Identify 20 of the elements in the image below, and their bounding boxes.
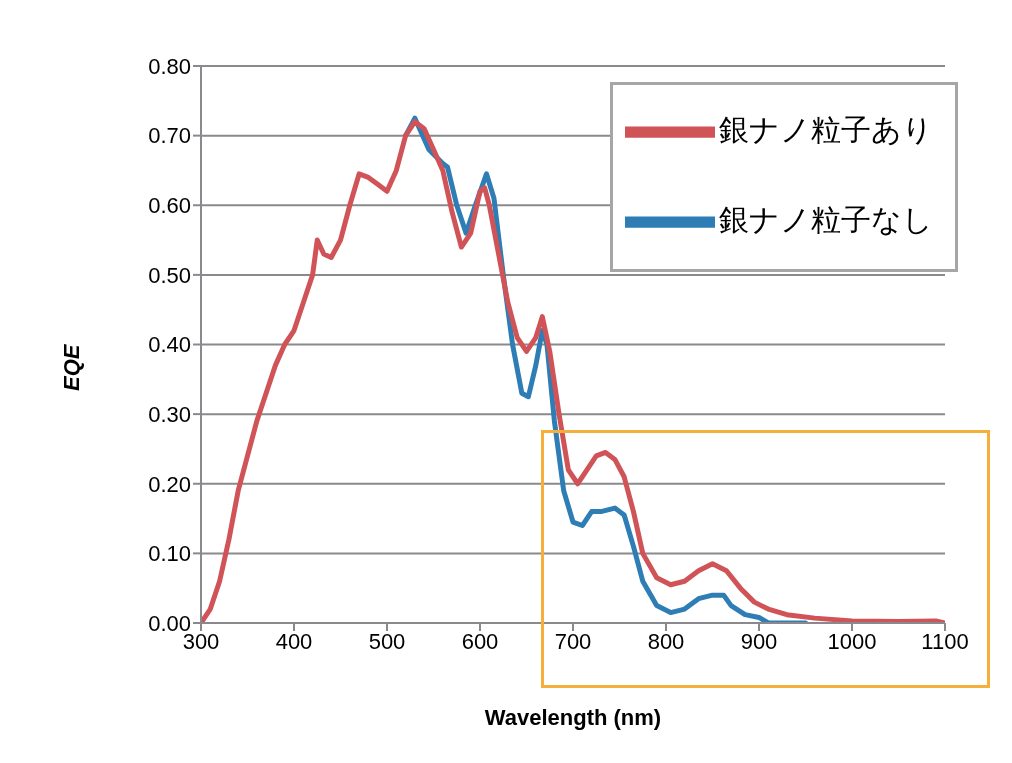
x-tick-label: 900 <box>740 628 778 654</box>
y-tick-label: 0.70 <box>148 123 191 149</box>
y-tick-label: 0.80 <box>148 53 191 79</box>
y-tick-label: 0.40 <box>148 332 191 358</box>
x-tick-label: 1100 <box>921 628 969 654</box>
x-tick-label: 500 <box>368 628 406 654</box>
x-tick-label: 800 <box>647 628 685 654</box>
y-axis-title: EQE <box>58 343 84 391</box>
x-tick-label: 700 <box>554 628 592 654</box>
y-tick-label: 0.20 <box>148 471 191 497</box>
y-tick-label: 0.30 <box>148 401 191 427</box>
x-tick-label: 400 <box>275 628 313 654</box>
legend-label: 銀ナノ粒子なし <box>719 202 933 236</box>
y-tick-label: 0.60 <box>148 193 191 219</box>
x-tick-label: 1000 <box>827 628 877 654</box>
x-tick-label: 600 <box>461 628 499 654</box>
x-axis-title: Wavelength (nm) <box>484 705 662 730</box>
legend-label: 銀ナノ粒子あり <box>719 112 933 146</box>
y-tick-label: 0.10 <box>148 541 191 567</box>
y-tick-label: 0.50 <box>148 262 191 288</box>
